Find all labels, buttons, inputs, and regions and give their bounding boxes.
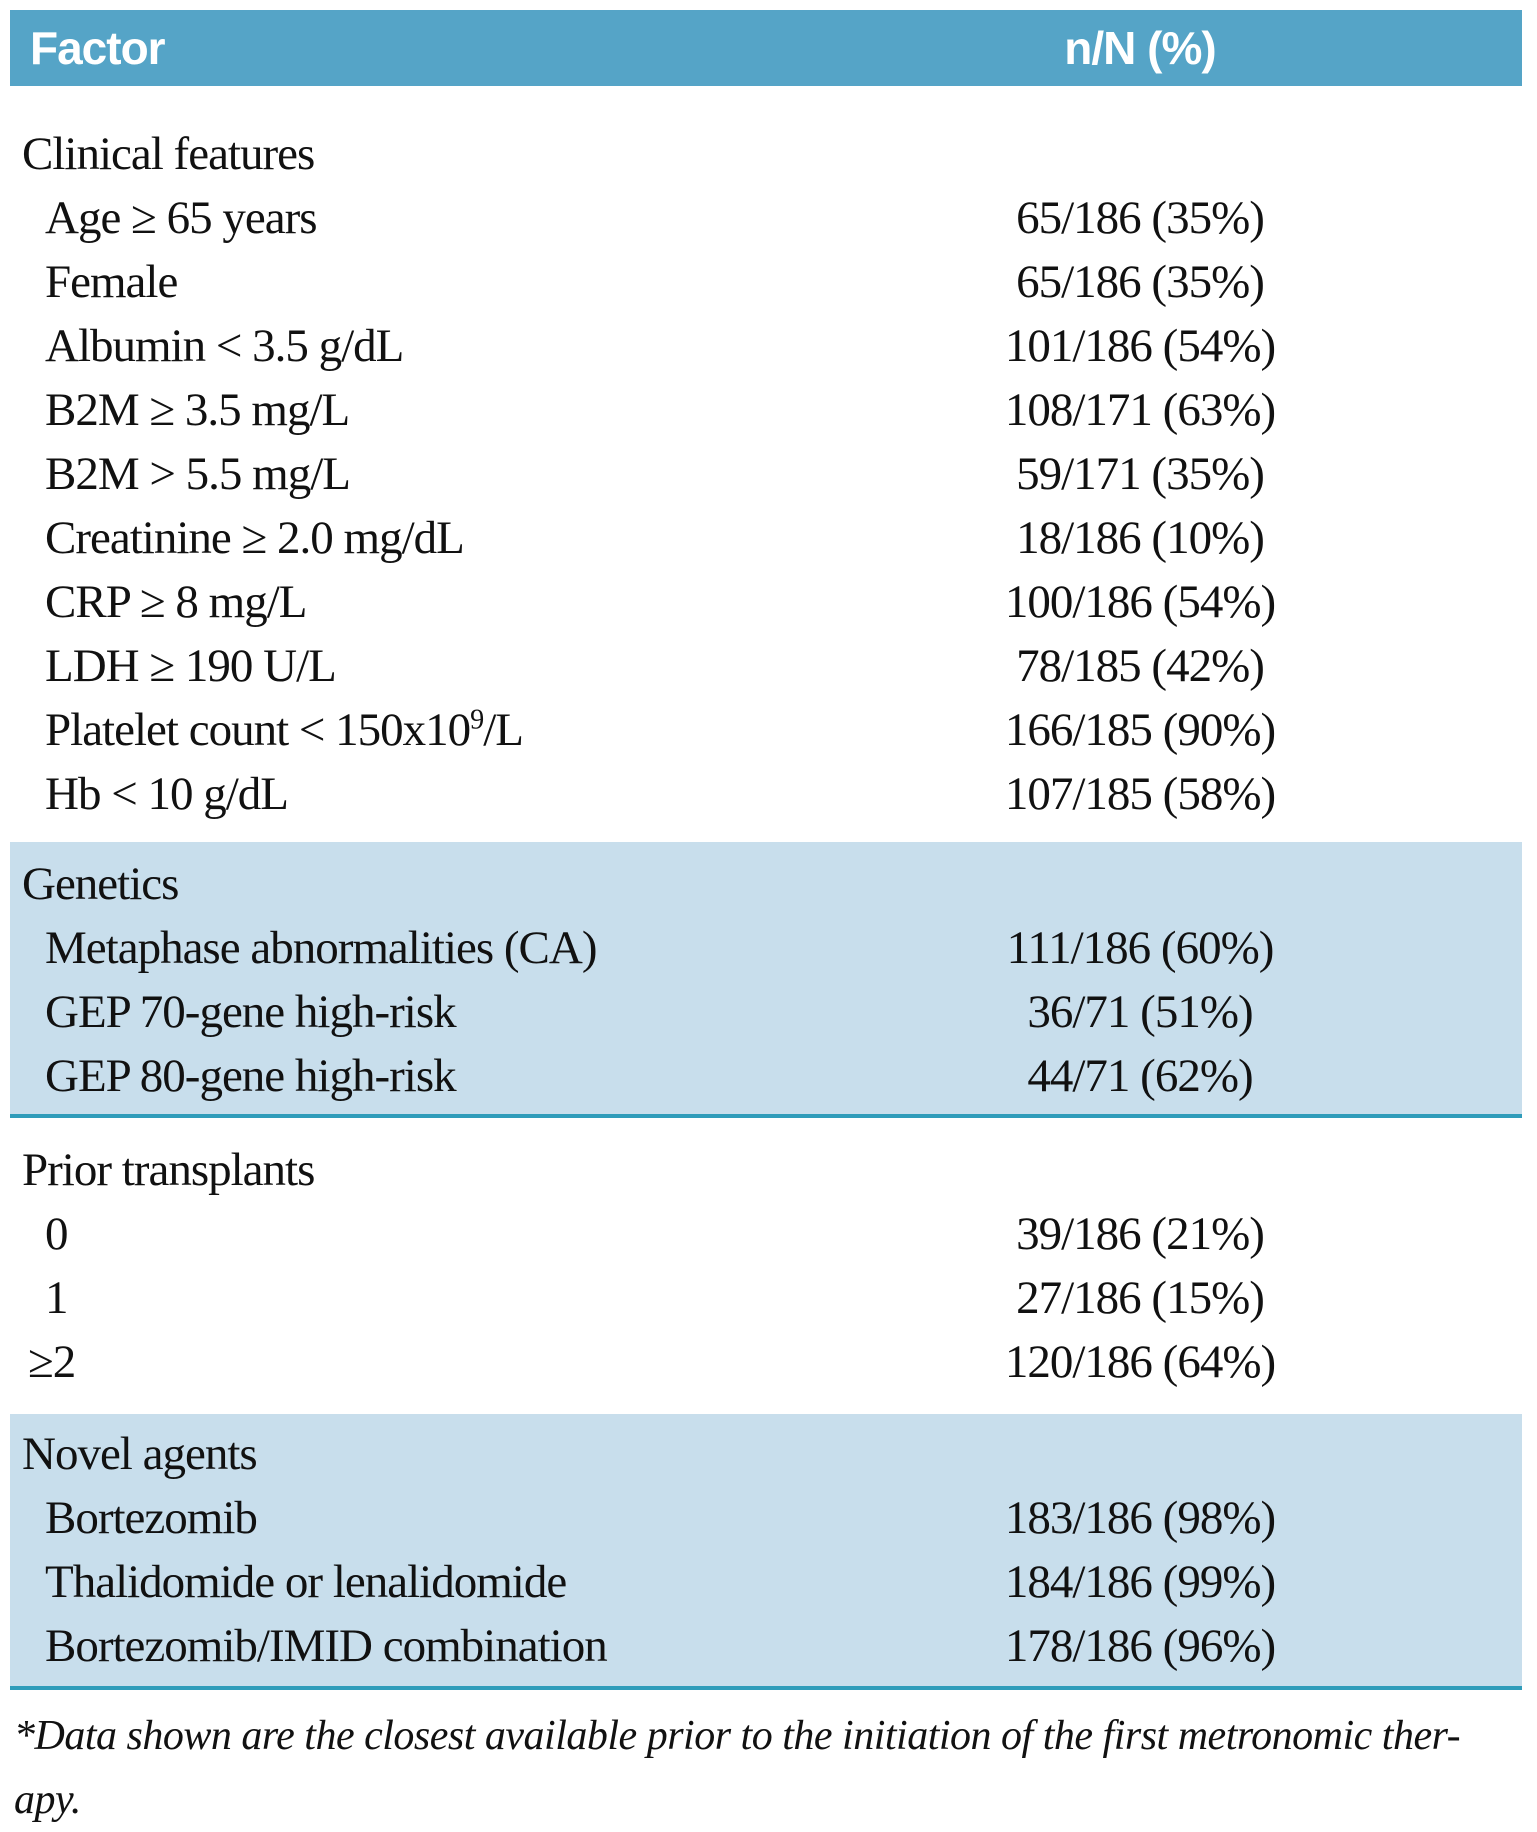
row-value: 108/171 (63%) bbox=[1004, 384, 1276, 436]
row-value: 36/71 (51%) bbox=[1027, 986, 1253, 1038]
row-label: CRP ≥ 8 mg/L bbox=[45, 576, 307, 628]
table-row: Female 65/186 (35%) bbox=[10, 250, 1522, 314]
table-row: Thalidomide or lenalidomide 184/186 (99%) bbox=[10, 1550, 1522, 1614]
row-value: 78/185 (42%) bbox=[1016, 640, 1265, 692]
table-row: LDH ≥ 190 U/L 78/185 (42%) bbox=[10, 634, 1522, 698]
section-heading-genetics: Genetics bbox=[10, 852, 1522, 916]
table-row: Hb < 10 g/dL 107/185 (58%) bbox=[10, 762, 1522, 826]
section-heading-label: Prior transplants bbox=[22, 1144, 315, 1196]
table-row: Creatinine ≥ 2.0 mg/dL 18/186 (10%) bbox=[10, 506, 1522, 570]
column-header-value: n/N (%) bbox=[1064, 22, 1216, 74]
footnote-line-2: apy. bbox=[14, 1777, 81, 1823]
row-value: 107/185 (58%) bbox=[1004, 768, 1276, 820]
row-value: 111/186 (60%) bbox=[1006, 922, 1275, 974]
row-label: B2M > 5.5 mg/L bbox=[45, 448, 351, 500]
section-heading-clinical: Clinical features bbox=[10, 122, 1522, 186]
table-row: Albumin < 3.5 g/dL 101/186 (54%) bbox=[10, 314, 1522, 378]
section-heading-label: Genetics bbox=[22, 858, 179, 910]
row-label: Thalidomide or lenalidomide bbox=[45, 1556, 567, 1608]
section-heading-transplants: Prior transplants bbox=[10, 1138, 1522, 1202]
table-row: B2M ≥ 3.5 mg/L 108/171 (63%) bbox=[10, 378, 1522, 442]
row-value: 65/186 (35%) bbox=[1016, 256, 1265, 308]
table-body: Clinical features Age ≥ 65 years 65/186 (3… bbox=[10, 86, 1522, 1690]
table-row: Metaphase abnormalities (CA) 111/186 (60%… bbox=[10, 916, 1522, 980]
row-label: Metaphase abnormalities (CA) bbox=[45, 922, 598, 974]
row-value: 44/71 (62%) bbox=[1027, 1050, 1253, 1102]
row-label: Albumin < 3.5 g/dL bbox=[45, 320, 404, 372]
row-label: Creatinine ≥ 2.0 mg/dL bbox=[45, 512, 465, 564]
row-label: B2M ≥ 3.5 mg/L bbox=[45, 384, 350, 436]
row-label: 0 bbox=[45, 1208, 69, 1260]
row-label: Hb < 10 g/dL bbox=[45, 768, 289, 820]
table-row: B2M > 5.5 mg/L 59/171 (35%) bbox=[10, 442, 1522, 506]
column-header-factor: Factor bbox=[30, 22, 166, 74]
row-value: 39/186 (21%) bbox=[1016, 1208, 1265, 1260]
table-row: Bortezomib 183/186 (98%) bbox=[10, 1486, 1522, 1550]
row-label: Female bbox=[45, 256, 178, 308]
table-row: Age ≥ 65 years 65/186 (35%) bbox=[10, 186, 1522, 250]
row-value: 18/186 (10%) bbox=[1016, 512, 1265, 564]
row-label: ≥2 bbox=[28, 1336, 76, 1388]
row-label: 1 bbox=[45, 1272, 69, 1324]
row-value: 27/186 (15%) bbox=[1016, 1272, 1265, 1324]
row-value: 183/186 (98%) bbox=[1004, 1492, 1276, 1544]
row-value: 65/186 (35%) bbox=[1016, 192, 1265, 244]
row-value: 120/186 (64%) bbox=[1004, 1336, 1276, 1388]
table-row: GEP 80-gene high-risk 44/71 (62%) bbox=[10, 1044, 1522, 1108]
row-value: 101/186 (54%) bbox=[1004, 320, 1276, 372]
table-row: Bortezomib/IMID combination 178/186 (96%) bbox=[10, 1614, 1522, 1678]
section-clinical: Clinical features Age ≥ 65 years 65/186 (3… bbox=[10, 86, 1522, 842]
table-row: 0 39/186 (21%) bbox=[10, 1202, 1522, 1266]
row-value: 178/186 (96%) bbox=[1004, 1620, 1276, 1672]
row-label: Age ≥ 65 years bbox=[45, 192, 318, 244]
table-header-row: Factor n/N (%) bbox=[10, 10, 1522, 86]
table-row: Platelet count < 150x109/L 166/185 (90%) bbox=[10, 698, 1522, 762]
row-label: LDH ≥ 190 U/L bbox=[45, 640, 337, 692]
footnote-line-1: *Data shown are the closest available pr… bbox=[14, 1713, 1461, 1759]
table-row: ≥2 120/186 (64%) bbox=[10, 1330, 1522, 1394]
table-row: CRP ≥ 8 mg/L 100/186 (54%) bbox=[10, 570, 1522, 634]
factor-table: Factor n/N (%) Clinical features Age ≥ 65… bbox=[10, 10, 1522, 1832]
section-heading-label: Novel agents bbox=[22, 1428, 258, 1480]
row-value: 100/186 (54%) bbox=[1004, 576, 1276, 628]
row-label: GEP 70-gene high-risk bbox=[45, 986, 457, 1038]
section-genetics: Genetics Metaphase abnormalities (CA) 111/… bbox=[10, 842, 1522, 1118]
section-heading-novel: Novel agents bbox=[10, 1422, 1522, 1486]
row-value: 184/186 (99%) bbox=[1004, 1556, 1276, 1608]
table-row: GEP 70-gene high-risk 36/71 (51%) bbox=[10, 980, 1522, 1044]
row-label: Bortezomib bbox=[45, 1492, 258, 1544]
row-label: Bortezomib/IMID combination bbox=[45, 1620, 608, 1672]
row-value: 59/171 (35%) bbox=[1016, 448, 1265, 500]
section-transplants: Prior transplants 0 39/186 (21%) 1 27/186 (1… bbox=[10, 1118, 1522, 1414]
row-label: GEP 80-gene high-risk bbox=[45, 1050, 457, 1102]
row-label: Platelet count < 150x109/L bbox=[45, 704, 524, 756]
section-novel: Novel agents Bortezomib 183/186 (98%) Thali… bbox=[10, 1414, 1522, 1690]
table-row: 1 27/186 (15%) bbox=[10, 1266, 1522, 1330]
footnote: *Data shown are the closest available pr… bbox=[10, 1704, 1522, 1832]
section-heading-label: Clinical features bbox=[22, 128, 315, 180]
row-value: 166/185 (90%) bbox=[1004, 704, 1276, 756]
